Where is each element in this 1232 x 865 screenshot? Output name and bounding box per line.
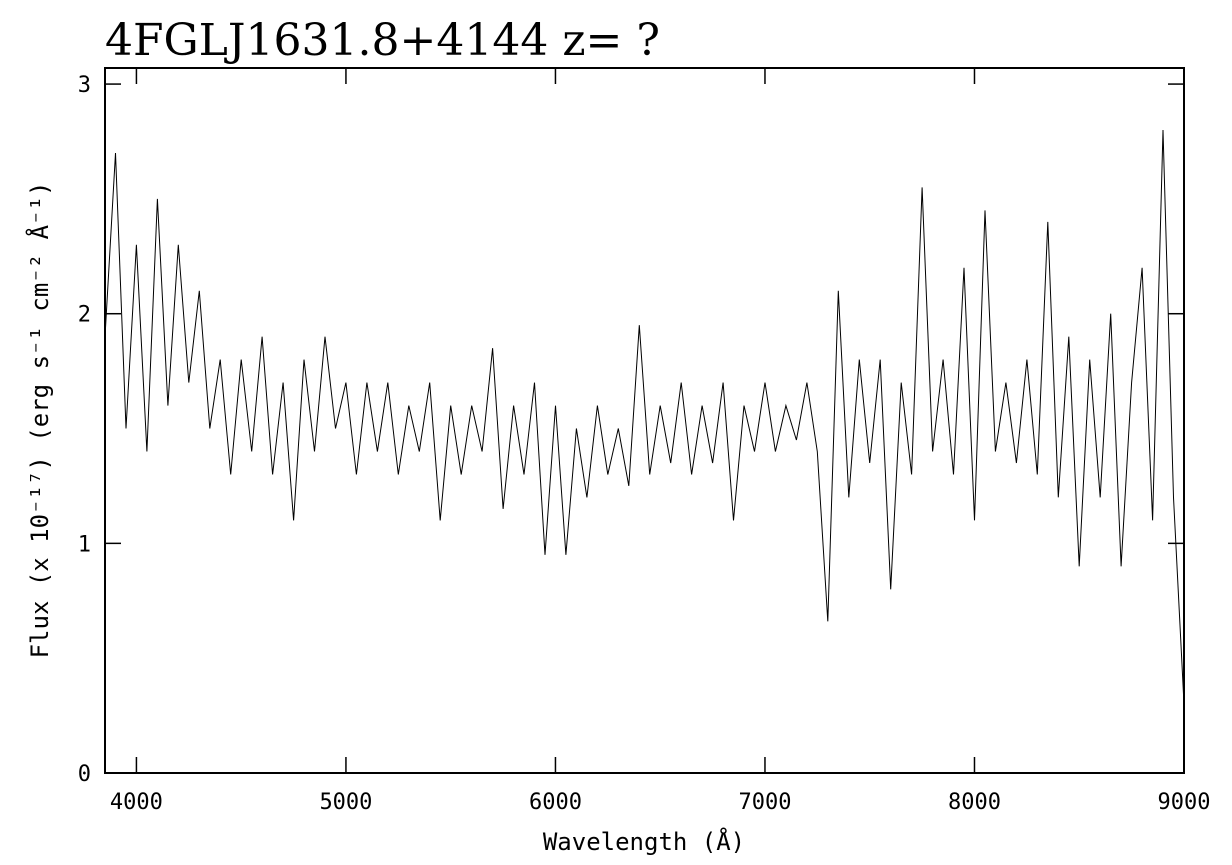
x-axis-label: Wavelength (Å) [543,827,745,856]
plot-frame [104,67,1185,774]
y-tick-label: 2 [78,303,91,328]
y-tick-label: 1 [78,532,91,557]
y-axis-label: Flux (x 10⁻¹⁷) (erg s⁻¹ cm⁻² Å⁻¹) [25,182,54,659]
y-tick-label: 0 [78,762,91,787]
spectrum-line [104,129,1185,705]
x-tick-label: 8000 [948,790,1001,815]
x-tick-label: 9000 [1158,790,1211,815]
x-tick-label: 4000 [110,790,163,815]
chart-title: 4FGLJ1631.8+4144 z= ? [105,15,660,66]
y-tick-label: 3 [78,73,91,98]
x-tick-label: 6000 [529,790,582,815]
x-tick-label: 5000 [319,790,372,815]
x-tick-label: 7000 [738,790,791,815]
